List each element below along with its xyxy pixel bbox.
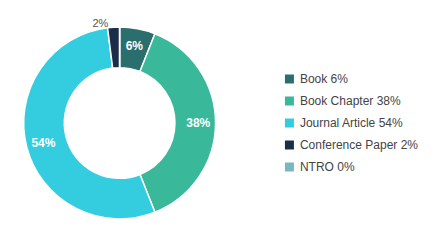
svg-text:NTRO 0%: NTRO 0% [300, 160, 355, 174]
svg-text:54%: 54% [31, 136, 55, 150]
svg-text:Journal Article 54%: Journal Article 54% [300, 116, 403, 130]
svg-text:6%: 6% [126, 39, 144, 53]
svg-text:Book Chapter 38%: Book Chapter 38% [300, 94, 401, 108]
svg-text:Book 6%: Book 6% [300, 72, 348, 86]
svg-text:Conference Paper 2%: Conference Paper 2% [300, 138, 418, 152]
svg-text:38%: 38% [186, 116, 210, 130]
svg-text:2%: 2% [92, 17, 108, 29]
